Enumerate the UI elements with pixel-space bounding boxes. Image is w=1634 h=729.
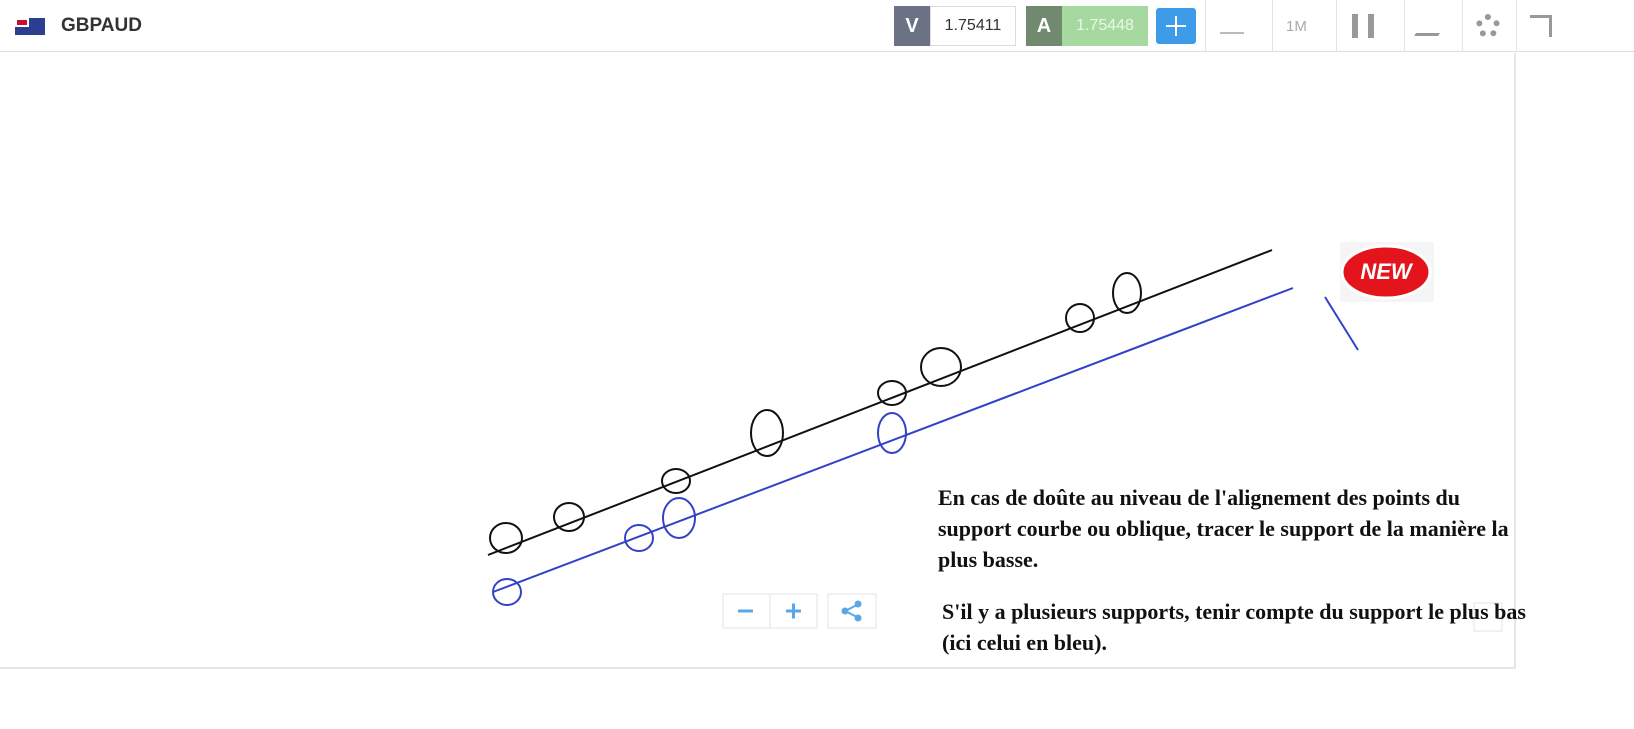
note: S'il y a plusieurs supports, tenir compt… (942, 599, 1526, 655)
flag-icon (15, 18, 45, 35)
crosshair-button[interactable] (1156, 8, 1196, 44)
scroll-end[interactable] (1473, 602, 1503, 632)
zoom-in[interactable] (786, 603, 801, 619)
buy-label[interactable]: A (1026, 6, 1062, 46)
new-badge: NEW (1340, 242, 1434, 302)
sell-price[interactable]: 1.75411 (930, 6, 1016, 46)
annotation-notes: En cas de doûte au niveau de l'alignemen… (938, 482, 1528, 679)
note: En cas de doûte au niveau de l'alignemen… (938, 485, 1509, 572)
settings-icon[interactable] (1476, 14, 1500, 38)
buy-price[interactable]: 1.75448 (1062, 6, 1148, 46)
compare-icon[interactable] (1220, 18, 1244, 34)
symbol: GBPAUD (61, 15, 142, 36)
sell-label[interactable]: V (894, 6, 930, 46)
zoom-controls (722, 593, 1503, 632)
badge-text: NEW (1360, 259, 1414, 284)
toolbar: GBPAUD V 1.75411 A 1.75448 1M (0, 0, 1634, 52)
chart-type-icon[interactable] (1352, 14, 1374, 38)
drawn-supports (487, 249, 1359, 606)
timeframe[interactable]: 1M (1286, 18, 1307, 35)
fullscreen-icon[interactable] (1530, 15, 1552, 37)
